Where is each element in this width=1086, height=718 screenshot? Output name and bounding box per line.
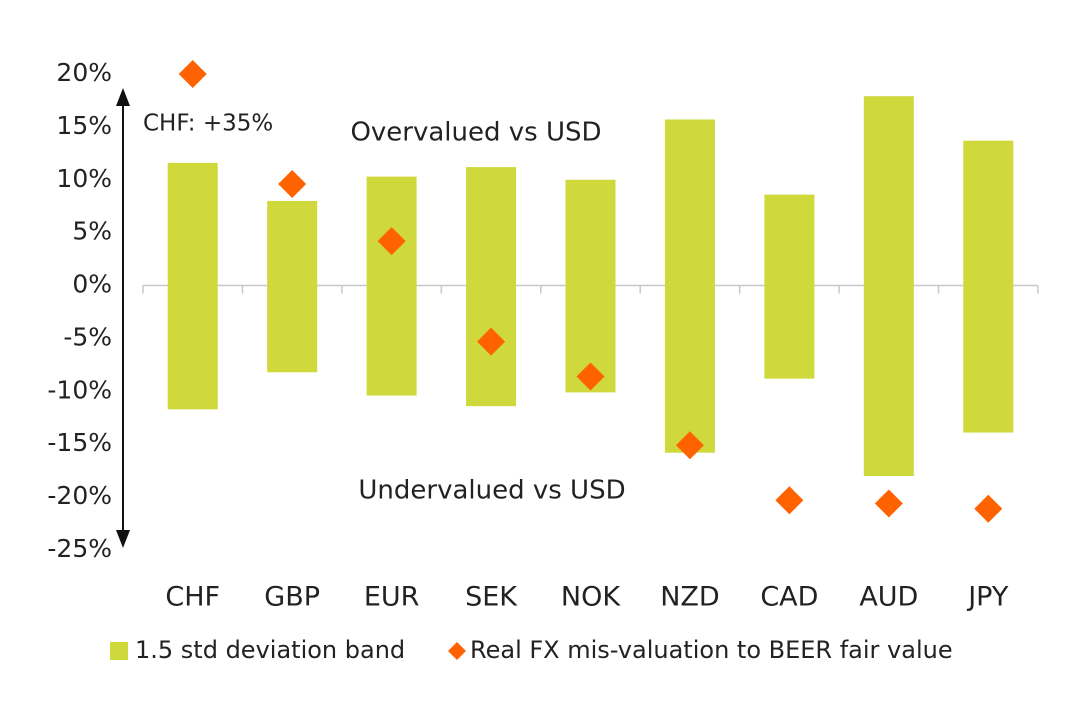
y-tick-label: 10% — [56, 164, 112, 193]
x-tick-label: GBP — [264, 582, 320, 613]
range-bar — [863, 96, 914, 476]
y-tick-label: 15% — [56, 111, 112, 140]
annotation: Undervalued vs USD — [358, 476, 625, 506]
y-tick-label: -25% — [47, 534, 112, 563]
x-tick-label: NZD — [660, 582, 719, 613]
y-tick-label: -20% — [47, 481, 112, 510]
range-bar — [963, 140, 1014, 433]
diamond-marker — [178, 60, 207, 88]
x-tick-label: AUD — [859, 582, 918, 613]
range-bar — [466, 167, 517, 407]
diamond-marker — [974, 494, 1003, 523]
range-bar — [565, 179, 616, 393]
x-tick-label: CAD — [760, 582, 818, 613]
range-bar — [366, 176, 417, 396]
annotation: CHF: +35% — [143, 111, 273, 137]
range-bar — [764, 194, 815, 379]
diamond-marker — [278, 170, 307, 199]
x-tick-label: JPY — [966, 582, 1009, 613]
x-tick-label: NOK — [561, 582, 621, 613]
y-tick-label: -10% — [47, 375, 112, 404]
diamond-marker — [775, 486, 804, 515]
x-tick-label: CHF — [165, 582, 220, 613]
plot: 20% 15% 10% 5% 0% -5% -10% -15% -20% -25% CHF GBP EU… — [47, 58, 1039, 664]
legend-label: Real FX mis-valuation to BEER fair value — [470, 636, 953, 664]
y-tick-label: 5% — [72, 217, 112, 246]
y-tick-label: 20% — [56, 58, 112, 87]
x-tick-label: SEK — [465, 582, 518, 613]
range-bar — [267, 200, 318, 373]
y-tick-label: -15% — [47, 428, 112, 457]
legend-label: 1.5 std deviation band — [135, 636, 405, 664]
x-tick-label: EUR — [364, 582, 420, 613]
y-tick-label: -5% — [63, 322, 112, 351]
range-bar — [664, 119, 715, 453]
annotation: Overvalued vs USD — [350, 118, 601, 148]
arrow-head-down — [116, 530, 130, 548]
diamond-marker — [874, 489, 903, 518]
diamond-marker — [576, 362, 605, 391]
diamond-marker — [477, 327, 506, 356]
arrow-head-up — [116, 88, 130, 106]
y-tick-label: 0% — [72, 270, 112, 299]
diamond-marker — [675, 431, 704, 460]
diamond-marker — [377, 227, 406, 256]
range-bar — [167, 162, 218, 410]
legend-marker — [448, 642, 466, 660]
legend-marker — [110, 642, 128, 660]
